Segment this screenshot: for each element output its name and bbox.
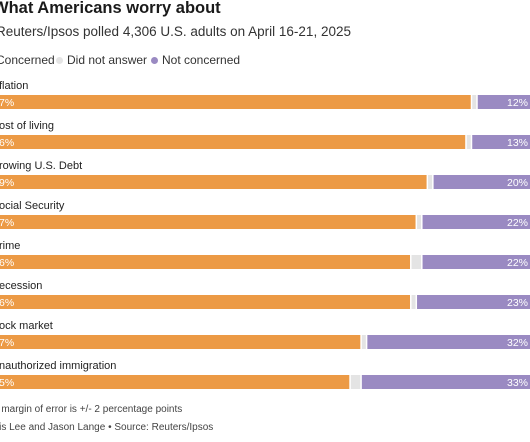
value-label-not-concerned-unauthorized-immigration: 33% bbox=[507, 377, 528, 389]
legend-dot-not-concerned bbox=[151, 57, 158, 64]
category-label-stock-market: ock market bbox=[0, 320, 53, 332]
bar-not-concerned-crime bbox=[422, 255, 530, 269]
bar-did-not-answer-recession bbox=[411, 295, 416, 309]
bar-did-not-answer-unauthorized-immigration bbox=[350, 375, 361, 389]
bar-concerned-inflation bbox=[0, 95, 471, 109]
bar-not-concerned-social-security bbox=[422, 215, 530, 229]
category-label-crime: rime bbox=[0, 240, 20, 252]
bar-not-concerned-recession bbox=[417, 295, 530, 309]
source-credit: Iris Lee and Jason Lange • Source: Reute… bbox=[0, 422, 214, 433]
margin-of-error-note: e margin of error is +/- 2 percentage po… bbox=[0, 404, 183, 415]
bar-concerned-recession bbox=[0, 295, 411, 309]
bar-concerned-cost-of-living bbox=[0, 135, 466, 149]
value-label-concerned-inflation: 7% bbox=[0, 97, 14, 109]
value-label-concerned-recession: 6% bbox=[0, 297, 14, 309]
legend-label-did-not-answer: Did not answer bbox=[67, 53, 148, 67]
value-label-concerned-cost-of-living: 6% bbox=[0, 137, 14, 149]
category-label-inflation: flation bbox=[0, 80, 28, 92]
value-label-not-concerned-crime: 22% bbox=[507, 257, 528, 269]
bar-concerned-crime bbox=[0, 255, 411, 269]
value-label-concerned-stock-market: 7% bbox=[0, 337, 14, 349]
bar-concerned-social-security bbox=[0, 215, 416, 229]
legend-label-concerned: Concerned bbox=[0, 53, 55, 67]
value-label-not-concerned-social-security: 22% bbox=[507, 217, 528, 229]
category-label-cost-of-living: ost of living bbox=[0, 120, 54, 132]
legend-label-not-concerned: Not concerned bbox=[162, 53, 241, 67]
bar-did-not-answer-stock-market bbox=[361, 335, 366, 349]
bar-did-not-answer-growing-u-s-debt bbox=[428, 175, 433, 189]
category-label-growing-u-s-debt: rowing U.S. Debt bbox=[0, 160, 82, 172]
legend-dot-did-not-answer bbox=[56, 57, 63, 64]
category-label-unauthorized-immigration: nauthorized immigration bbox=[0, 360, 116, 372]
value-label-concerned-social-security: 7% bbox=[0, 217, 14, 229]
bar-not-concerned-cost-of-living bbox=[472, 135, 530, 149]
category-label-recession: ecession bbox=[0, 280, 42, 292]
bar-did-not-answer-social-security bbox=[417, 215, 422, 229]
bar-did-not-answer-crime bbox=[411, 255, 422, 269]
bar-did-not-answer-cost-of-living bbox=[466, 135, 471, 149]
bar-not-concerned-unauthorized-immigration bbox=[361, 375, 530, 389]
bar-not-concerned-stock-market bbox=[367, 335, 530, 349]
category-label-social-security: ocial Security bbox=[0, 200, 65, 212]
value-label-not-concerned-cost-of-living: 13% bbox=[507, 137, 528, 149]
value-label-concerned-unauthorized-immigration: 5% bbox=[0, 377, 14, 389]
value-label-not-concerned-stock-market: 32% bbox=[507, 337, 528, 349]
value-label-not-concerned-recession: 23% bbox=[507, 297, 528, 309]
value-label-not-concerned-growing-u-s-debt: 20% bbox=[507, 177, 528, 189]
bar-did-not-answer-inflation bbox=[472, 95, 477, 109]
value-label-not-concerned-inflation: 12% bbox=[507, 97, 528, 109]
bar-not-concerned-inflation bbox=[477, 95, 530, 109]
bar-concerned-unauthorized-immigration bbox=[0, 375, 350, 389]
value-label-concerned-growing-u-s-debt: 9% bbox=[0, 177, 14, 189]
value-label-concerned-crime: 6% bbox=[0, 257, 14, 269]
chart-subtitle: Reuters/Ipsos polled 4,306 U.S. adults o… bbox=[0, 24, 351, 39]
chart-title: What Americans worry about bbox=[0, 0, 221, 17]
bar-not-concerned-growing-u-s-debt bbox=[433, 175, 530, 189]
bar-concerned-stock-market bbox=[0, 335, 361, 349]
bar-concerned-growing-u-s-debt bbox=[0, 175, 427, 189]
